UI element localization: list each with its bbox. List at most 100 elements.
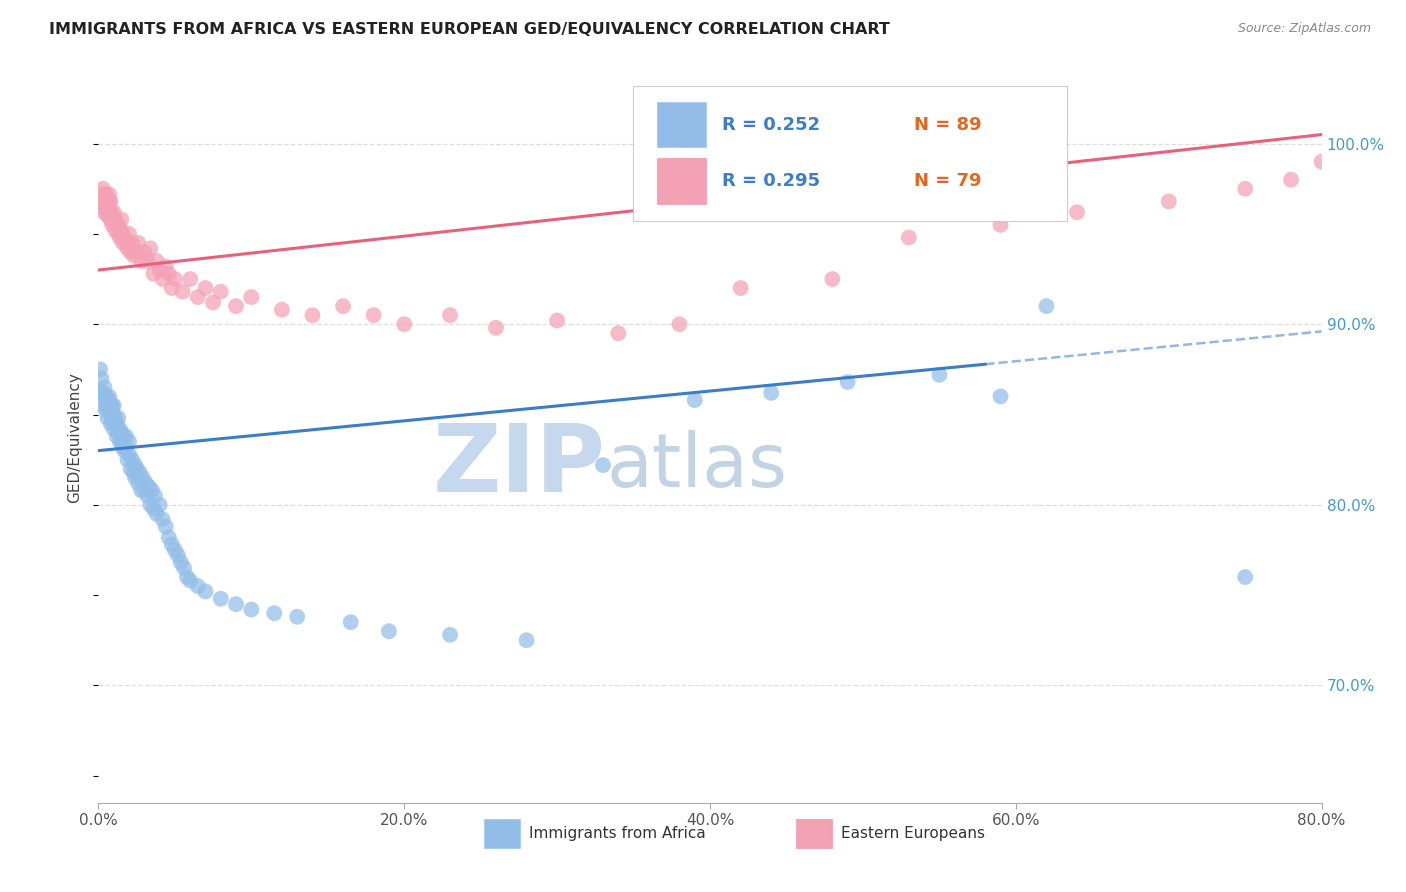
Point <box>179 272 201 286</box>
Point <box>101 209 124 223</box>
Point <box>170 556 193 570</box>
Point <box>149 498 172 512</box>
Point <box>118 227 141 241</box>
Point <box>120 461 142 475</box>
Point <box>149 263 172 277</box>
Point <box>98 404 121 418</box>
Point <box>112 443 135 458</box>
Point <box>100 417 122 431</box>
Point <box>141 483 163 498</box>
Point <box>94 194 117 209</box>
Point <box>89 362 111 376</box>
Point <box>124 471 146 485</box>
Point <box>107 411 129 425</box>
Point <box>155 519 177 533</box>
Point <box>91 191 114 205</box>
Point <box>125 461 148 475</box>
Point <box>225 597 247 611</box>
Point <box>107 425 129 440</box>
Point <box>128 465 150 479</box>
Point <box>285 609 308 624</box>
Point <box>105 218 128 232</box>
Point <box>152 272 174 286</box>
Point <box>107 218 129 232</box>
Point <box>110 212 132 227</box>
Y-axis label: GED/Equivalency: GED/Equivalency <box>67 372 83 502</box>
Point <box>97 411 120 425</box>
Point <box>110 434 132 449</box>
Point <box>100 404 122 418</box>
Point <box>139 498 162 512</box>
Point <box>225 299 247 313</box>
Text: N = 79: N = 79 <box>914 172 981 190</box>
Point <box>187 579 209 593</box>
Point <box>138 480 160 494</box>
Point <box>145 254 167 268</box>
Point <box>163 543 186 558</box>
Point <box>135 476 157 491</box>
Point <box>118 434 141 449</box>
Point <box>90 200 112 214</box>
Point <box>592 458 614 472</box>
Point <box>1035 299 1057 313</box>
Text: N = 89: N = 89 <box>914 116 981 134</box>
Text: atlas: atlas <box>606 430 787 503</box>
Point <box>108 422 131 436</box>
Point <box>94 404 117 418</box>
Point <box>172 285 194 299</box>
Point <box>132 471 155 485</box>
Point <box>101 218 124 232</box>
Point <box>127 476 149 491</box>
Point <box>176 570 198 584</box>
Point <box>103 408 125 422</box>
Point <box>240 290 263 304</box>
Point <box>157 530 180 544</box>
Point <box>1234 570 1257 584</box>
Point <box>108 230 131 244</box>
Point <box>134 483 156 498</box>
Point <box>110 425 132 440</box>
Point <box>98 389 121 403</box>
Text: R = 0.252: R = 0.252 <box>723 116 820 134</box>
Point <box>108 434 131 449</box>
Point <box>111 227 134 241</box>
Point <box>439 308 461 322</box>
Point <box>98 187 121 202</box>
Point <box>104 223 127 237</box>
Point <box>97 399 120 413</box>
Point <box>122 249 145 263</box>
Point <box>142 501 165 516</box>
Point <box>439 628 461 642</box>
Point <box>160 281 183 295</box>
Point <box>115 235 138 250</box>
Point <box>97 200 120 214</box>
FancyBboxPatch shape <box>633 86 1067 221</box>
Point <box>270 302 292 317</box>
Point <box>339 615 361 630</box>
Point <box>142 267 165 281</box>
Point <box>91 385 114 400</box>
Point <box>129 254 152 268</box>
Point <box>990 218 1012 232</box>
Bar <box>484 819 520 848</box>
Point <box>111 235 134 250</box>
Point <box>104 212 127 227</box>
Point <box>98 200 121 214</box>
Bar <box>796 819 832 848</box>
Point <box>143 489 166 503</box>
Point <box>157 267 180 281</box>
Point <box>136 254 159 268</box>
Point <box>179 574 201 588</box>
Point <box>121 235 143 250</box>
Point <box>97 209 120 223</box>
Point <box>115 440 138 454</box>
Text: R = 0.295: R = 0.295 <box>723 172 820 190</box>
Point <box>120 244 142 259</box>
Point <box>301 308 323 322</box>
Point <box>111 429 134 443</box>
Point <box>103 422 125 436</box>
Text: ZIP: ZIP <box>433 420 606 512</box>
Point <box>155 260 177 274</box>
Point <box>112 230 135 244</box>
Text: Eastern Europeans: Eastern Europeans <box>841 826 986 841</box>
